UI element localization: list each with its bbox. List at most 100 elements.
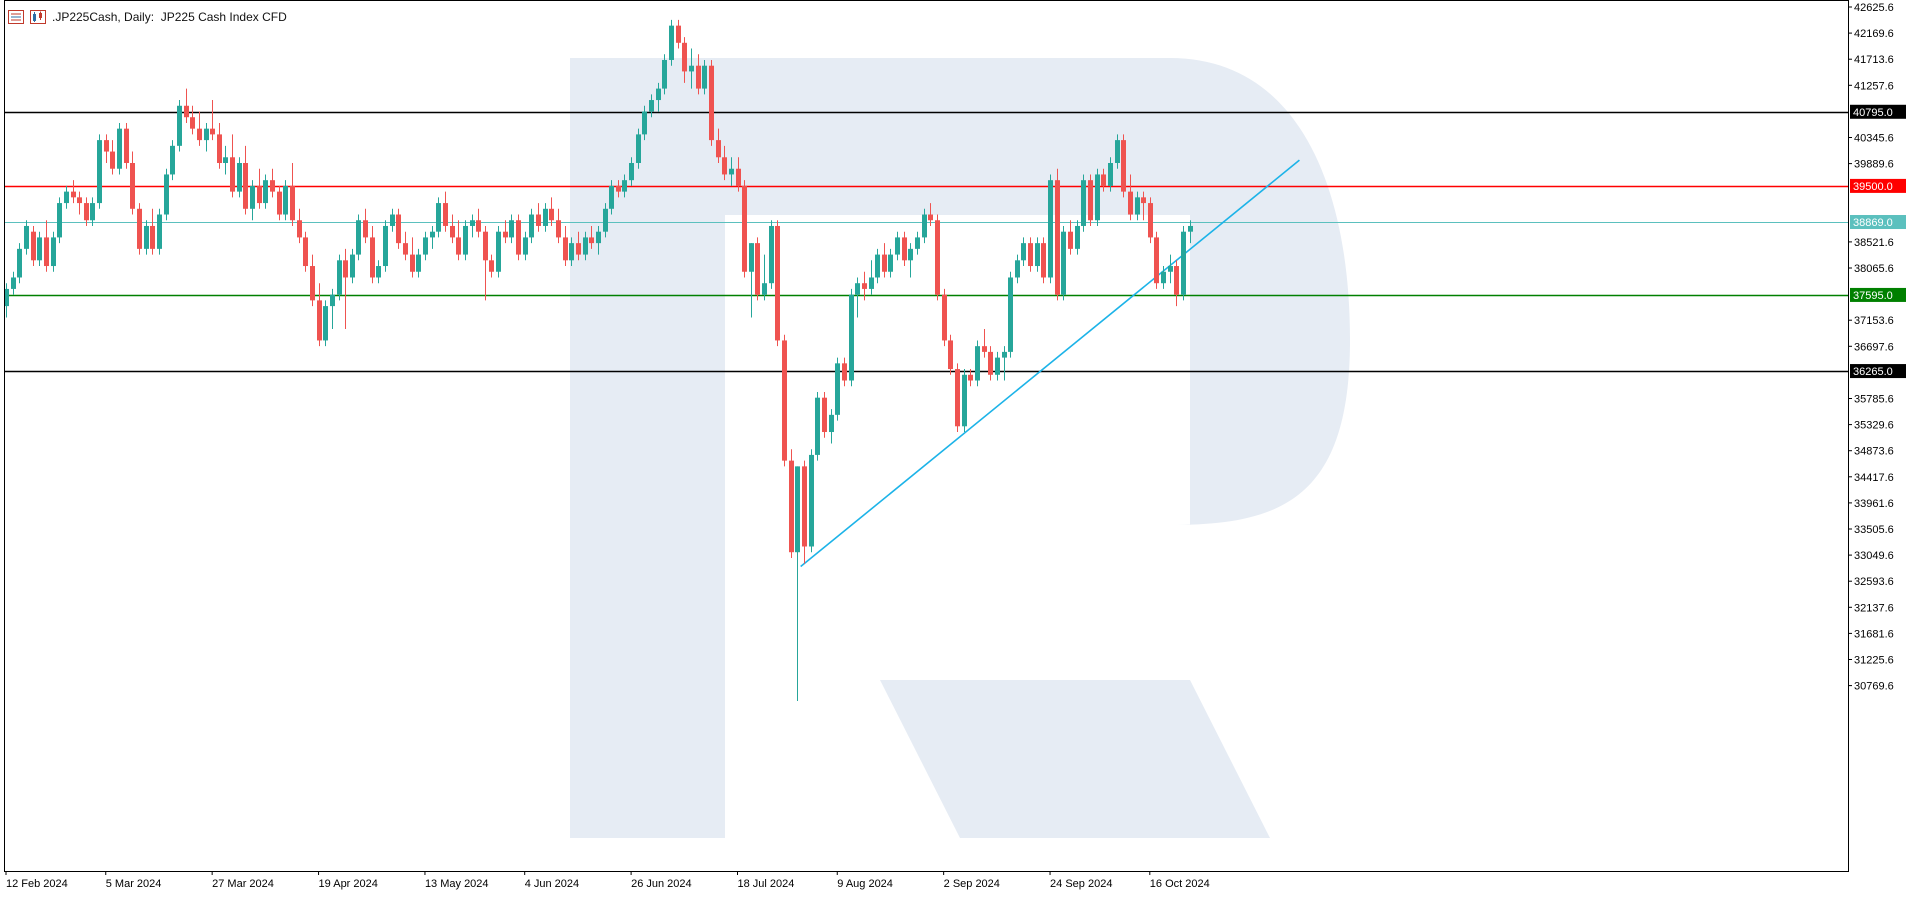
level-label-bg-2 (1850, 215, 1906, 230)
candle (157, 208, 162, 255)
candle-body (403, 243, 408, 255)
candle-body (775, 225, 780, 341)
candle-body (622, 180, 627, 192)
candle-body (543, 208, 548, 226)
chart-title: .JP225Cash, Daily: JP225 Cash Index CFD (52, 10, 287, 24)
candle (1081, 174, 1086, 232)
candle (795, 466, 800, 702)
candle (1154, 231, 1159, 289)
candle-body (1101, 174, 1106, 186)
candle (257, 168, 262, 209)
y-tick-label: 34873.6 (1854, 446, 1894, 458)
candle-body (97, 140, 102, 204)
candle-body (962, 374, 967, 427)
candle-body (416, 254, 421, 272)
candle-body (144, 225, 149, 249)
candle (769, 220, 774, 289)
candle (662, 54, 667, 95)
candle-body (716, 140, 721, 158)
candle (536, 203, 541, 232)
candle-body (676, 25, 681, 43)
level-label-1: 39500.0 (1853, 181, 1893, 193)
candle-body (802, 466, 807, 547)
candle (948, 334, 953, 375)
candle (1075, 220, 1080, 255)
candle (117, 122, 122, 175)
candle-body (795, 466, 800, 553)
candle (17, 243, 22, 284)
candle (855, 277, 860, 318)
candle-body (1161, 271, 1166, 284)
y-tick-label: 31225.6 (1854, 655, 1894, 667)
candle (809, 449, 814, 553)
candle (1128, 174, 1133, 221)
candle-body (323, 306, 328, 341)
candle-body (1055, 180, 1060, 295)
candle (204, 122, 209, 152)
candle (390, 208, 395, 232)
candle-body (855, 283, 860, 295)
x-tick-label: 26 Jun 2024 (631, 878, 692, 890)
candle (1002, 346, 1007, 381)
candle-body (809, 454, 814, 547)
candle-body (755, 243, 760, 295)
y-tick-label: 34417.6 (1854, 472, 1894, 484)
chart-type-icon[interactable] (30, 10, 46, 24)
candle-body (982, 346, 987, 352)
candle-body (330, 294, 335, 307)
level-label-bg-0 (1850, 104, 1906, 119)
level-labels: 40795.0 39500.0 38869.0 37595.0 36265.0 (1850, 104, 1906, 379)
candle-body (44, 237, 49, 267)
candle-body (170, 145, 175, 175)
candle (942, 288, 947, 347)
x-tick-label: 19 Apr 2024 (319, 878, 378, 890)
candle (1168, 254, 1173, 284)
candle (682, 37, 687, 83)
level-label-0: 40795.0 (1853, 107, 1893, 119)
candle (722, 145, 727, 181)
candle (356, 214, 361, 261)
y-tick-label: 36697.6 (1854, 341, 1894, 353)
candle-body (150, 225, 155, 249)
candle (1055, 168, 1060, 301)
candle (742, 180, 747, 278)
candle (496, 225, 501, 278)
candle-body (789, 460, 794, 553)
time-axis: 12 Feb 2024 5 Mar 2024 27 Mar 2024 19 Apr 2… (5, 871, 1210, 890)
candle (150, 208, 155, 255)
candle-body (110, 151, 115, 169)
candle-body (922, 214, 927, 238)
candle-body (117, 128, 122, 169)
candle-body (895, 237, 900, 255)
candle (509, 214, 514, 244)
candle-body (137, 208, 142, 249)
candle (423, 231, 428, 261)
candle (77, 191, 82, 215)
candle-body (915, 237, 920, 249)
chart-header: .JP225Cash, Daily: JP225 Cash Index CFD (8, 9, 287, 25)
candle-body (164, 174, 169, 215)
candle-body (869, 277, 874, 289)
candle (416, 248, 421, 278)
x-tick-label: 5 Mar 2024 (106, 878, 162, 890)
candle (888, 248, 893, 278)
candle-body (815, 397, 820, 455)
candle-body (423, 237, 428, 255)
candle (4, 283, 9, 318)
list-icon[interactable] (8, 10, 24, 24)
candle-body (1002, 351, 1007, 358)
y-tick-label: 38065.6 (1854, 263, 1894, 275)
candle-body (130, 163, 135, 209)
x-tick-label: 2 Sep 2024 (944, 878, 1000, 890)
candle (403, 231, 408, 261)
candle (290, 163, 295, 226)
candle-body (250, 185, 255, 209)
candle-body (456, 237, 461, 255)
candle (529, 208, 534, 244)
candle-body (443, 203, 448, 226)
candle (968, 369, 973, 387)
candle (523, 231, 528, 261)
candle-body (1095, 174, 1100, 221)
candle (376, 260, 381, 284)
